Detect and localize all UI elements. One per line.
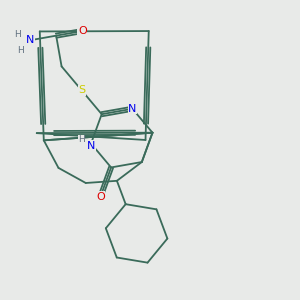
Text: N: N [87, 141, 95, 151]
Text: N: N [128, 104, 136, 114]
Text: H: H [78, 136, 85, 145]
Text: O: O [96, 192, 105, 202]
Text: O: O [78, 26, 87, 36]
Text: N: N [26, 35, 34, 45]
Text: H: H [17, 46, 23, 55]
Text: H: H [14, 30, 21, 39]
Text: S: S [78, 85, 85, 95]
